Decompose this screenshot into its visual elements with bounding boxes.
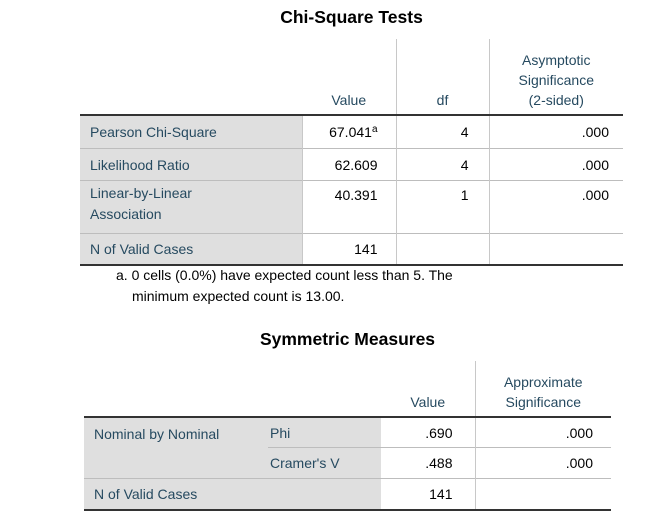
table-row: N of Valid Cases 141 xyxy=(80,233,623,266)
table-row: Likelihood Ratio 62.609 4 .000 xyxy=(80,148,623,181)
cell-value: 141 xyxy=(301,233,397,266)
table-header-row: Value df Asymptotic Significance (2-side… xyxy=(80,39,623,115)
header-line: (2-sided) xyxy=(528,92,584,108)
chi-square-tests-table: Value df Asymptotic Significance (2-side… xyxy=(80,39,623,266)
cell-significance xyxy=(475,478,611,511)
cell-significance: .000 xyxy=(489,148,623,181)
table-row: N of Valid Cases 141 xyxy=(84,478,611,511)
column-header-value: Value xyxy=(381,361,476,417)
header-line: Significance xyxy=(518,72,595,88)
column-header-df: df xyxy=(396,39,490,115)
cell-value: 67.041a xyxy=(301,114,397,149)
row-label-cramers-v: Cramer's V xyxy=(268,447,381,479)
column-header-approximate-significance: Approximate Significance xyxy=(475,361,611,417)
row-label-linear-by-linear-association: Linear-by-Linear Association xyxy=(80,180,302,234)
cell-significance: .000 xyxy=(489,114,623,149)
corner-cell xyxy=(84,361,381,417)
cell-value: 62.609 xyxy=(301,148,397,181)
header-line: Significance xyxy=(505,394,582,410)
row-group-label-nominal-by-nominal: Nominal by Nominal xyxy=(84,416,268,479)
table-row: Cramer's V .488 .000 xyxy=(84,447,611,479)
table-row: Linear-by-Linear Association 40.391 1 .0… xyxy=(80,180,623,234)
corner-cell xyxy=(80,39,302,115)
table-header-row: Value Approximate Significance xyxy=(84,361,611,417)
cell-significance xyxy=(489,233,623,266)
row-label-n-of-valid-cases: N of Valid Cases xyxy=(80,233,302,266)
cell-df: 4 xyxy=(396,114,490,149)
column-header-asymptotic-significance: Asymptotic Significance (2-sided) xyxy=(489,39,623,115)
symmetric-measures-table: Value Approximate Significance Nominal b… xyxy=(84,361,611,511)
cell-value: .690 xyxy=(381,416,476,448)
cell-df: 1 xyxy=(396,180,490,234)
row-label-pearson-chi-square: Pearson Chi-Square xyxy=(80,114,302,149)
cell-significance: .000 xyxy=(489,180,623,234)
cell-value: 141 xyxy=(381,478,476,511)
symmetric-measures-title: Symmetric Measures xyxy=(259,329,436,349)
cell-value: .488 xyxy=(381,447,476,479)
column-header-value: Value xyxy=(302,39,397,115)
cell-value: 40.391 xyxy=(301,180,397,234)
cell-df: 4 xyxy=(396,148,490,181)
footnote-marker: a xyxy=(371,124,378,135)
row-label-phi: Phi xyxy=(268,416,381,448)
footnote-line: minimum expected count is 13.00. xyxy=(132,288,345,304)
table-row: Pearson Chi-Square 67.041a 4 .000 xyxy=(80,114,623,149)
row-label-n-of-valid-cases: N of Valid Cases xyxy=(84,478,381,511)
header-line: Asymptotic xyxy=(522,52,591,68)
value-text: 67.041 xyxy=(329,124,372,140)
cell-significance: .000 xyxy=(475,447,611,479)
label-line: Linear-by-Linear xyxy=(90,185,192,201)
footnote-line: a. 0 cells (0.0%) have expected count le… xyxy=(116,267,453,283)
row-label-likelihood-ratio: Likelihood Ratio xyxy=(80,148,302,181)
cell-significance: .000 xyxy=(475,416,611,448)
chi-square-tests-title: Chi-Square Tests xyxy=(280,7,423,27)
label-line: Association xyxy=(90,206,162,222)
header-line: Approximate xyxy=(503,374,583,390)
table-footnote: a. 0 cells (0.0%) have expected count le… xyxy=(116,265,546,307)
table-row: Nominal by Nominal Phi .690 .000 xyxy=(84,416,611,479)
cell-df xyxy=(396,233,490,266)
